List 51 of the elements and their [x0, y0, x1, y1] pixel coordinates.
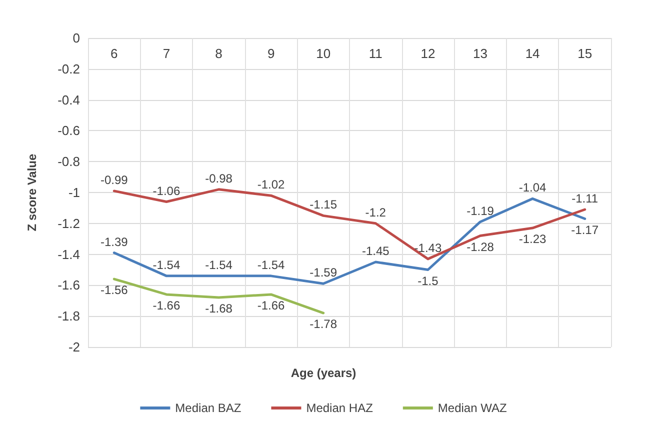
data-label: -1.66 — [152, 298, 180, 312]
x-tick-label: 12 — [420, 46, 436, 61]
data-label: -1.17 — [571, 222, 599, 237]
data-label: -1.43 — [414, 240, 442, 255]
data-label: -1.45 — [362, 244, 390, 258]
x-tick-label: 10 — [316, 46, 331, 61]
x-tick-label: 14 — [525, 46, 540, 61]
data-label: -1.5 — [418, 274, 439, 288]
data-label: -1.66 — [257, 298, 286, 312]
y-tick-label: 0 — [72, 30, 80, 46]
y-tick-label: -1.6 — [58, 278, 80, 293]
y-tick-label: -1.4 — [58, 246, 80, 262]
x-tick-label: 11 — [368, 46, 382, 61]
y-tick-label: -1.2 — [58, 216, 80, 231]
x-tick-label: 8 — [215, 46, 222, 61]
data-label: -1.68 — [205, 302, 233, 316]
legend-label: Median HAZ — [306, 401, 373, 415]
data-label: -0.99 — [100, 172, 128, 187]
legend-label: Median BAZ — [175, 401, 242, 415]
data-label: -1.23 — [518, 232, 547, 246]
data-label: -1.28 — [466, 240, 494, 254]
data-label: -1.11 — [572, 191, 598, 206]
x-tick-label: 7 — [162, 46, 170, 61]
x-tick-label: 15 — [578, 46, 592, 61]
data-label: -0.98 — [205, 171, 233, 186]
data-label: -1.19 — [466, 204, 494, 218]
data-label: -1.06 — [152, 184, 180, 198]
x-tick-label: 13 — [473, 46, 488, 61]
data-label: -1.02 — [257, 178, 286, 192]
data-label: -1.54 — [257, 258, 286, 272]
y-tick-label: -1.8 — [58, 308, 80, 324]
data-label: -1.56 — [100, 283, 128, 298]
data-label: -1.54 — [205, 258, 233, 272]
y-tick-label: -0.4 — [58, 92, 80, 108]
x-tick-label: 6 — [110, 46, 118, 61]
y-tick-label: -0.2 — [58, 61, 80, 76]
data-label: -1.39 — [100, 234, 128, 249]
data-label: -1.54 — [152, 258, 180, 272]
legend-label: Median WAZ — [438, 401, 507, 415]
y-axis-title: Z score Value — [25, 153, 39, 232]
data-label: -1.04 — [518, 180, 547, 195]
y-tick-label: -0.6 — [58, 123, 80, 138]
data-label: -1.15 — [310, 198, 338, 212]
y-tick-label: -2 — [68, 340, 80, 354]
x-tick-label: 9 — [267, 46, 275, 61]
y-tick-label: -1 — [68, 185, 80, 200]
x-axis-title: Age (years) — [290, 366, 356, 380]
data-label: -1.2 — [365, 205, 386, 220]
data-label: -1.59 — [310, 266, 338, 280]
y-tick-label: -0.8 — [58, 154, 80, 170]
data-label: -1.78 — [310, 317, 338, 332]
